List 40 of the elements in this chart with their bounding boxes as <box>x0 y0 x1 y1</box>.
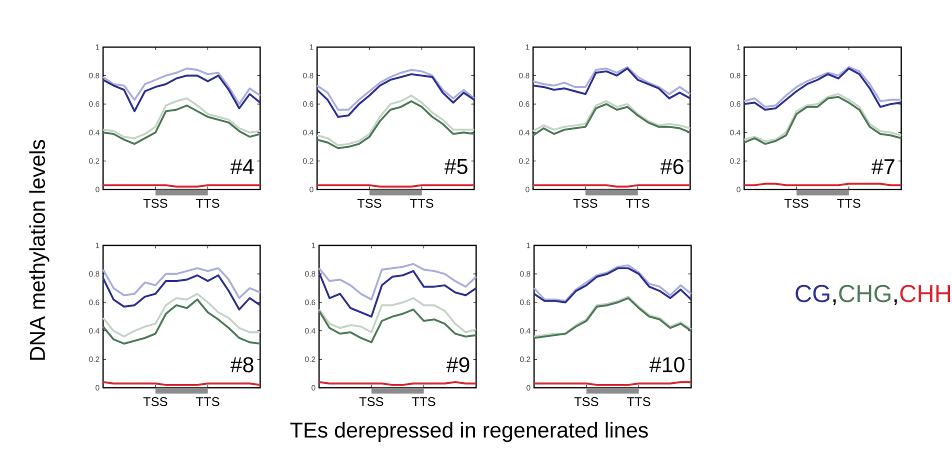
text: , <box>894 299 897 306</box>
annotation: #7 <box>872 159 894 174</box>
text: CHG <box>839 284 890 302</box>
line-series <box>102 74 262 112</box>
x-tick-label: TTS <box>626 198 650 208</box>
x-tick-label: TSS <box>359 397 384 406</box>
x-axis-title: TEs derepressed in regenerated lines <box>290 422 648 442</box>
text: CHH <box>900 284 950 302</box>
line-series <box>102 267 262 300</box>
line-series <box>318 308 478 344</box>
text: , <box>833 299 836 306</box>
x-tick-label: TTS <box>627 397 650 406</box>
x-tick-label: TTS <box>410 198 434 208</box>
annotation: #10 <box>649 357 684 372</box>
x-tick-label: TSS <box>784 198 808 208</box>
annotation: #5 <box>444 158 468 174</box>
x-tick-label: TSS <box>143 397 168 406</box>
x-tick-label: TSS <box>574 397 598 406</box>
line-series <box>102 292 262 338</box>
annotation: #8 <box>230 357 254 372</box>
x-tick-label: TTS <box>412 397 436 406</box>
x-tick-label: TTS <box>196 198 220 208</box>
line-series <box>318 270 478 318</box>
line-series <box>316 100 476 150</box>
annotation: #9 <box>446 357 470 372</box>
text: CG <box>796 284 830 302</box>
x-tick-label: TTS <box>837 198 860 208</box>
line-series <box>102 67 262 105</box>
line-series <box>102 97 262 140</box>
line-series <box>102 274 262 310</box>
line-series <box>318 297 478 334</box>
annotation: #4 <box>230 159 254 174</box>
annotation: #6 <box>660 158 684 174</box>
line-series <box>316 68 476 111</box>
x-tick-label: TSS <box>143 198 168 208</box>
x-tick-label: TSS <box>357 198 382 208</box>
y-axis-title: DNA methylation levels <box>29 140 50 360</box>
x-tick-label: TSS <box>573 198 598 208</box>
x-tick-label: TTS <box>196 397 220 406</box>
line-series <box>102 298 262 345</box>
